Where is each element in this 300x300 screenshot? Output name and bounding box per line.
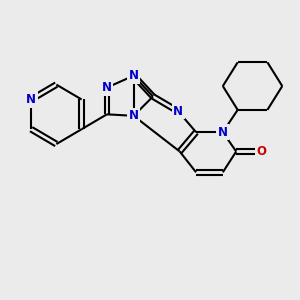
Text: O: O (256, 145, 266, 158)
Text: N: N (129, 69, 139, 82)
Text: N: N (102, 81, 112, 94)
Text: N: N (218, 126, 228, 139)
Text: N: N (26, 93, 36, 106)
Text: N: N (173, 105, 183, 118)
Text: N: N (129, 109, 139, 122)
